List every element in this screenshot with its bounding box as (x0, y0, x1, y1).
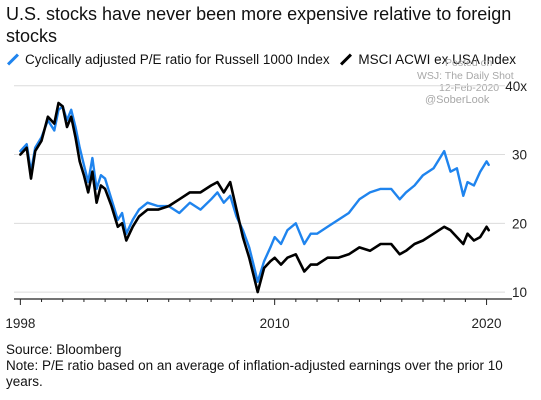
gridlines (14, 85, 505, 293)
x-tick-label-1998: 1998 (5, 316, 35, 331)
watermark-line-4: @SoberLook (425, 94, 490, 106)
line-chart: 1998 2010 2020 10 20 30 40x (5, 79, 527, 331)
legend-label-russell: Cyclically adjusted P/E ratio for Russel… (25, 52, 330, 67)
legend-label-msci: MSCI ACWI ex USA Index (358, 52, 516, 67)
y-axis-labels: 10 20 30 40x (505, 79, 527, 300)
watermark-line-2: WSJ: The Daily Shot (417, 70, 514, 82)
x-tick-label-2020: 2020 (472, 316, 502, 331)
chart-legend: Cyclically adjusted P/E ratio for Russel… (6, 49, 522, 67)
y-tick-label-40: 40x (505, 79, 527, 94)
legend-item-russell: Cyclically adjusted P/E ratio for Russel… (6, 52, 330, 67)
series-lines (19, 101, 490, 294)
methodology-note: Note: P/E ratio based on an average of i… (6, 358, 503, 389)
x-tick-label-2010: 2010 (260, 316, 290, 331)
x-axis: 1998 2010 2020 (5, 298, 512, 331)
legend-item-msci: MSCI ACWI ex USA Index (339, 52, 516, 67)
watermark-line-1: Posted on (445, 57, 493, 69)
watermark-line-3: 12-Feb-2020 (439, 82, 500, 94)
source-note: Source: Bloomberg (6, 342, 122, 357)
series-line-russell-1000 (19, 105, 490, 283)
series-line-msci-acwi-ex-usa (19, 101, 490, 294)
chart-footer: Source: Bloomberg Note: P/E ratio based … (6, 342, 536, 390)
y-tick-label-20: 20 (512, 216, 527, 231)
y-tick-label-30: 30 (512, 148, 527, 163)
chart-title: U.S. stocks have never been more expensi… (6, 4, 512, 46)
y-tick-label-10: 10 (512, 285, 527, 300)
